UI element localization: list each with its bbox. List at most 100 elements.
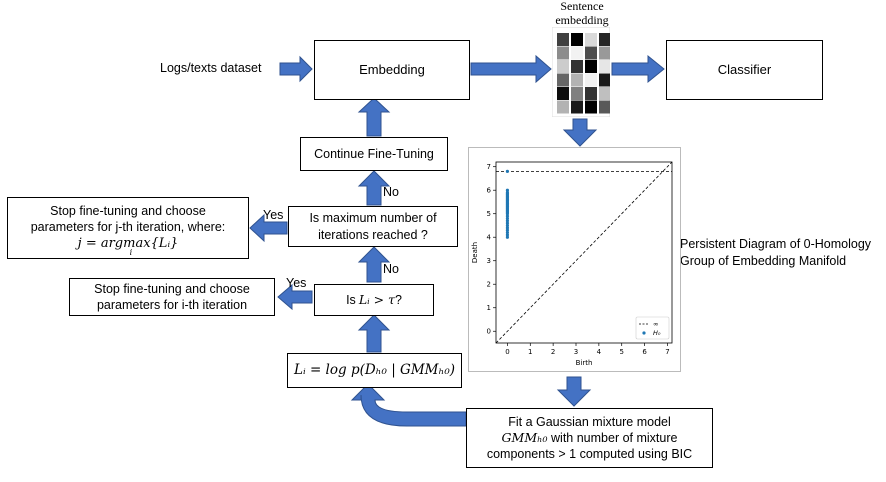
x-tick-label: 1 xyxy=(528,348,532,356)
x-axis-label: Birth xyxy=(576,359,593,367)
stop-j-line1: Stop fine-tuning and choose xyxy=(50,204,206,219)
continue-finetuning-box: Continue Fine-Tuning xyxy=(300,137,448,171)
h0-point xyxy=(505,226,510,230)
persistence-caption-line2: Group of Embedding Manifold xyxy=(680,253,847,268)
y-tick-label: 7 xyxy=(487,163,491,171)
legend-infinity-label: ∞ xyxy=(653,320,658,328)
h0-point xyxy=(505,188,510,192)
y-tick-label: 3 xyxy=(487,257,491,265)
h0-point xyxy=(505,228,510,232)
embedding-cell xyxy=(599,46,610,60)
gmm-line2-text: with number of mixture xyxy=(547,430,678,445)
no-label-lower: No xyxy=(383,262,399,276)
gmm-line1: Fit a Gaussian mixture model xyxy=(508,414,671,429)
stop-j-formula-text: j = argmax{Lᵢ} xyxy=(77,235,179,251)
embedding-cell xyxy=(571,100,583,114)
legend-h0-label: H₀ xyxy=(653,329,661,337)
stop-j-formula: j = argmax{Lᵢ} i xyxy=(77,235,179,257)
log-likelihood-formula: Lᵢ = log p(Dₕ₀ | GMMₕ₀) xyxy=(293,361,456,378)
h0-point xyxy=(505,221,510,225)
h0-point xyxy=(505,233,510,237)
persistence-diagram-frame: 0 1 2 3 4 5 6 7 0 1 2 3 4 5 6 7 Birth Death ∞ H₀ xyxy=(468,147,681,372)
embedding-cell xyxy=(557,60,569,73)
h0-point xyxy=(505,219,510,223)
embedding-cell xyxy=(585,60,597,73)
embedding-cell xyxy=(571,46,583,60)
max-iterations-line1: Is maximum number of xyxy=(309,211,437,226)
stop-i-line1: Stop fine-tuning and choose xyxy=(94,281,250,296)
max-iterations-box: Is maximum number of iterations reached … xyxy=(288,206,458,247)
embedding-cell xyxy=(571,60,583,73)
arrow-maxiter-to-continue xyxy=(357,170,391,206)
threshold-box: Is Lᵢ > τ ? xyxy=(314,284,434,316)
x-tick-label: 0 xyxy=(505,348,509,356)
embedding-cell xyxy=(585,33,597,46)
y-tick-label: 6 xyxy=(487,187,492,195)
y-tick-label: 5 xyxy=(487,210,491,218)
stop-j-formula-sub: i xyxy=(129,247,133,257)
x-tick-label: 4 xyxy=(597,348,602,356)
y-tick-label: 2 xyxy=(487,281,491,289)
arrow-sentence-embedding-to-plot xyxy=(562,118,598,147)
yes-label-upper: Yes xyxy=(263,208,284,222)
embedding-cell xyxy=(571,73,583,87)
embedding-cell xyxy=(599,33,610,46)
arrow-loglik-to-threshold xyxy=(357,314,391,353)
threshold-formula: Lᵢ > τ xyxy=(358,291,395,307)
embedding-cell xyxy=(599,100,610,114)
arrow-threshold-to-stop-i xyxy=(277,283,313,311)
embedding-cell xyxy=(557,87,569,100)
y-axis-label: Death xyxy=(471,242,479,263)
arrow-continue-to-embedding xyxy=(357,97,391,137)
embedding-cell xyxy=(599,73,610,87)
log-likelihood-box: Lᵢ = log p(Dₕ₀ | GMMₕ₀) xyxy=(287,353,462,388)
threshold-prefix: Is xyxy=(346,292,356,307)
embedding-cell xyxy=(571,87,583,100)
embedding-cell xyxy=(557,100,569,114)
embedding-cell xyxy=(557,73,569,87)
embedding-label: Embedding xyxy=(359,61,425,77)
h0-point xyxy=(505,190,510,195)
classifier-label: Classifier xyxy=(717,61,772,77)
input-dataset-label: Logs/texts dataset xyxy=(160,61,262,75)
h0-point xyxy=(505,169,510,174)
gmm-line2: GMMₕ₀ with number of mixture xyxy=(502,430,678,446)
arrow-dataset-to-embedding xyxy=(279,55,313,83)
x-tick-label: 2 xyxy=(551,348,555,356)
x-tick-label: 7 xyxy=(665,348,669,356)
sentence-embedding-matrix xyxy=(552,27,610,117)
embedding-cell xyxy=(585,46,597,60)
embedding-cell xyxy=(599,87,610,100)
embedding-cell xyxy=(585,73,597,87)
gmm-line3: components > 1 computed using BIC xyxy=(486,447,693,462)
embedding-cell xyxy=(585,87,597,100)
x-tick-label: 5 xyxy=(619,348,623,356)
y-tick-label: 0 xyxy=(487,328,491,336)
stop-j-line2: parameters for j-th iteration, where: xyxy=(30,219,226,234)
arrow-threshold-to-maxiter xyxy=(357,246,391,283)
arrow-plot-to-gmm xyxy=(556,376,592,407)
embedding-cell xyxy=(599,60,610,73)
h0-point xyxy=(505,214,510,218)
threshold-suffix: ? xyxy=(394,292,402,307)
gmm-box: Fit a Gaussian mixture model GMMₕ₀ with … xyxy=(466,408,713,468)
legend-h0-swatch xyxy=(642,331,646,335)
h0-point xyxy=(505,230,510,235)
sentence-embedding-label: Sentence embedding xyxy=(555,0,609,27)
diagonal-line xyxy=(495,161,673,344)
x-tick-label: 6 xyxy=(642,348,647,356)
y-tick-label: 4 xyxy=(487,234,492,242)
classifier-box: Classifier xyxy=(666,40,823,100)
gmm-formula: GMMₕ₀ xyxy=(501,429,548,445)
x-tick-label: 3 xyxy=(574,348,578,356)
no-label-upper: No xyxy=(383,185,399,199)
persistence-diagram: 0 1 2 3 4 5 6 7 0 1 2 3 4 5 6 7 Birth Death ∞H₀ xyxy=(471,161,673,367)
arrow-sentence-embedding-to-classifier xyxy=(611,54,665,84)
y-tick-label: 1 xyxy=(487,304,491,312)
arrow-maxiter-to-stop-j xyxy=(249,213,288,243)
persistence-caption: Persistent Diagram of 0-Homology Group o… xyxy=(680,236,871,270)
stop-j-box: Stop fine-tuning and choose parameters f… xyxy=(7,197,249,259)
embedding-cell xyxy=(585,100,597,114)
stop-i-line2: parameters for i-th iteration xyxy=(96,298,248,312)
